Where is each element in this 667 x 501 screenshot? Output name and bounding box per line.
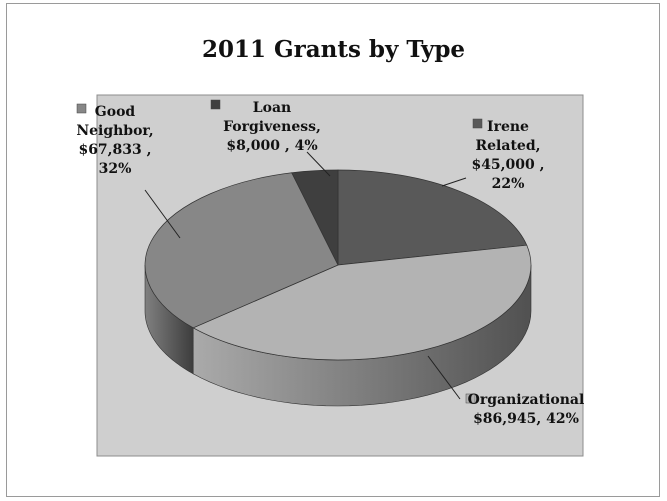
data-label-line: Irene (487, 119, 529, 135)
pie-slice-organizational (192, 244, 532, 361)
pie-slices (144, 169, 532, 361)
data-label-line: $67,833 , (78, 142, 151, 158)
data-label-line: $86,945, 42% (473, 411, 579, 427)
pie-slice-irene-related (337, 169, 528, 266)
data-label-line: $45,000 , (471, 157, 544, 173)
data-label-organizational: Organizational $86,945, 42% (468, 392, 585, 427)
leader-line-organizational (427, 355, 461, 400)
data-label-line: Neighbor, (76, 123, 153, 139)
data-label-line: Good (95, 104, 136, 120)
data-label-line: 22% (492, 176, 525, 192)
data-label-line: Loan (253, 100, 291, 116)
data-label-loan-forgiveness: Loan Forgiveness, $8,000 , 4% (223, 100, 321, 154)
data-label-line: Forgiveness, (223, 119, 321, 135)
data-label-line: 32% (99, 161, 132, 177)
data-label-line: Related, (476, 138, 541, 154)
legend-marker-organizational (465, 393, 476, 404)
data-label-good-neighbor: Good Neighbor, $67,833 , 32% (76, 104, 153, 177)
data-labels: Irene Related, $45,000 , 22% Organizational $… (76, 99, 585, 427)
legend-marker-good-neighbor (76, 103, 87, 114)
pie-slice-loan-forgiveness (291, 169, 339, 266)
leader-line-good-neighbor (144, 189, 181, 239)
data-label-line: Organizational (468, 392, 585, 408)
leader-line-loan-forgiveness (306, 151, 331, 177)
legend-marker-loan-forgiveness (210, 99, 221, 110)
pie-slice-good-neighbor (144, 172, 339, 329)
leader-line-irene-related (441, 177, 467, 187)
data-label-line: $8,000 , 4% (226, 138, 317, 154)
legend-marker-irene-related (472, 118, 483, 129)
data-label-irene-related: Irene Related, $45,000 , 22% (471, 119, 544, 192)
chart-title: 2011 Grants by Type (201, 36, 466, 63)
